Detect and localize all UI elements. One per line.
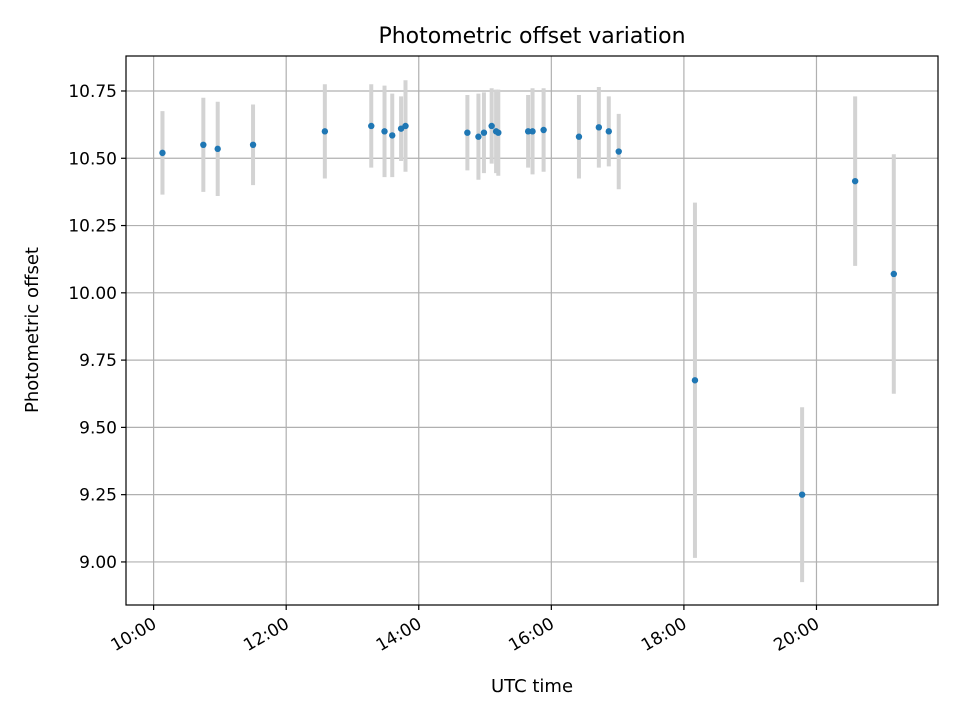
data-point — [389, 132, 396, 139]
data-point — [200, 141, 207, 149]
data-point — [524, 128, 532, 135]
data-point — [488, 122, 495, 130]
data-point — [798, 491, 806, 498]
y-tick-label: 9.75 — [79, 351, 117, 371]
y-tick-label: 10.00 — [68, 284, 117, 304]
errorbar-layer — [160, 80, 896, 583]
y-tick-label: 10.25 — [68, 217, 117, 237]
data-point — [540, 126, 547, 134]
data-point — [475, 133, 482, 140]
data-point — [575, 133, 583, 140]
y-tick-label: 9.50 — [79, 418, 117, 438]
chart-title: Photometric offset variation — [378, 24, 685, 49]
data-point — [381, 128, 388, 135]
x-tick-label: 10:00 — [108, 614, 160, 656]
data-point — [851, 177, 859, 185]
data-point — [464, 129, 471, 136]
data-point — [321, 128, 329, 135]
data-point — [214, 145, 221, 153]
data-point — [890, 270, 898, 278]
data-point — [691, 377, 699, 384]
tick-layer: 10:00 12:00 14:00 16:00 18:00 20:00 9.00 9.25 9.… — [68, 82, 823, 656]
x-axis-label: UTC time — [491, 676, 573, 697]
y-axis-label: Photometric offset — [22, 247, 43, 413]
y-tick-label: 10.75 — [68, 82, 117, 102]
data-point — [159, 149, 166, 157]
data-point — [615, 148, 622, 155]
data-point — [529, 128, 536, 135]
plot-frame — [125, 55, 939, 606]
point-layer — [159, 122, 898, 498]
data-point — [480, 129, 488, 136]
y-tick-label: 10.50 — [68, 149, 117, 169]
data-point — [595, 124, 603, 131]
x-tick-label: 12:00 — [240, 614, 292, 656]
y-tick-label: 9.00 — [79, 553, 117, 573]
data-point — [368, 122, 375, 130]
x-tick-label: 20:00 — [771, 614, 823, 656]
data-point — [402, 122, 409, 130]
y-tick-label: 9.25 — [79, 486, 117, 506]
x-tick-label: 16:00 — [505, 614, 557, 656]
data-point — [249, 141, 257, 149]
x-tick-label: 14:00 — [373, 614, 425, 656]
data-point — [495, 129, 502, 136]
x-tick-label: 18:00 — [638, 614, 690, 656]
data-point — [605, 128, 612, 135]
